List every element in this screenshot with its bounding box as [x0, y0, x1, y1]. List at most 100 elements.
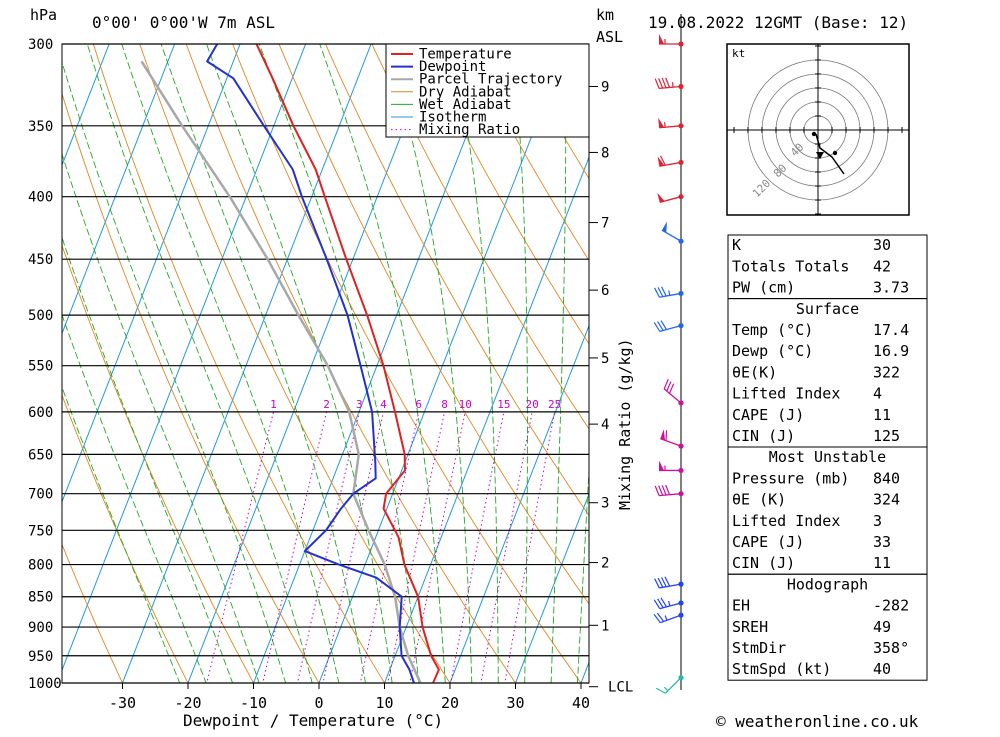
wind-barb-halftick [669, 291, 670, 296]
wind-barb [656, 675, 683, 693]
index-section-title: Most Unstable [769, 448, 886, 466]
index-label: CIN (J) [732, 427, 795, 445]
wind-barb-tick [664, 379, 668, 389]
wind-barb-tick [659, 486, 663, 496]
copyright-label: © weatheronline.co.uk [716, 712, 919, 731]
mixing-ratio-label: 25 [548, 398, 561, 411]
pressure-tick-label: 400 [28, 190, 53, 206]
index-value: 322 [873, 363, 900, 381]
wind-barb [655, 78, 683, 89]
pressure-tick-label: 300 [28, 37, 53, 53]
wind-profile [654, 14, 684, 693]
height-tick-label: 5 [601, 351, 609, 367]
pressure-tick-label: 500 [28, 308, 53, 324]
km-unit-label: km [596, 6, 614, 24]
index-section-title: Hodograph [787, 575, 868, 593]
wind-barb-halftick [669, 601, 670, 606]
wind-barb [655, 287, 684, 298]
parcel-trajectory-line [142, 61, 422, 689]
height-tick-label: 3 [601, 496, 609, 512]
index-value: -282 [873, 597, 909, 615]
height-tick-label: 1 [601, 618, 609, 634]
index-label: Totals Totals [732, 257, 849, 275]
wet-adiabat-line [149, 7, 368, 693]
index-value: 125 [873, 427, 900, 445]
height-tick-label: 9 [601, 79, 609, 95]
wind-barb [660, 429, 683, 449]
wind-barb-tick [662, 78, 666, 88]
index-value: 3.73 [873, 279, 909, 297]
index-label: θE (K) [732, 491, 786, 509]
index-section-title: Surface [796, 300, 859, 318]
isotherm-line [0, 7, 58, 691]
mixing-ratio-label: 3 [356, 398, 363, 411]
wind-barb [657, 193, 683, 203]
index-value: 42 [873, 257, 891, 275]
hodograph-unit-label: kt [732, 47, 745, 60]
height-tick-label: 2 [601, 556, 609, 572]
wind-barb [662, 222, 684, 244]
index-value: 40 [873, 660, 891, 678]
wind-barb [655, 577, 684, 588]
temperature-tick-label: -20 [174, 694, 201, 712]
height-tick-label: 7 [601, 216, 609, 232]
index-label: Pressure (mb) [732, 469, 849, 487]
index-label: CIN (J) [732, 554, 795, 572]
wind-barb [655, 485, 683, 496]
wind-barb-flag [658, 118, 664, 128]
index-value: 17.4 [873, 321, 909, 339]
temperature-tick-label: 0 [314, 694, 323, 712]
index-label: StmSpd (kt) [732, 660, 831, 678]
index-label: PW (cm) [732, 279, 795, 297]
wind-barb-tick [655, 79, 659, 89]
index-label: Lifted Index [732, 512, 840, 530]
wind-barb-tick [655, 486, 659, 496]
index-label: StmDir [732, 639, 786, 657]
wind-barb-flag [659, 34, 664, 44]
wind-barb [658, 156, 684, 166]
wind-barb-halftick [664, 687, 668, 691]
index-value: 324 [873, 491, 900, 509]
index-value: 11 [873, 406, 891, 424]
index-label: K [732, 236, 741, 254]
index-value: 33 [873, 533, 891, 551]
wind-barb [659, 34, 684, 47]
height-tick-label: 6 [601, 283, 609, 299]
wind-barb [654, 613, 684, 623]
pressure-tick-label: 1000 [28, 676, 62, 692]
index-value: 3 [873, 512, 882, 530]
wet-adiabat-line [110, 7, 341, 693]
wind-barb-tick [656, 688, 665, 693]
height-tick-label: 4 [601, 417, 609, 433]
pressure-tick-label: 950 [28, 649, 53, 665]
mixing-ratio-label: 4 [380, 398, 387, 411]
pressure-tick-label: 800 [28, 558, 53, 574]
index-label: Dewp (°C) [732, 342, 813, 360]
wind-barb-tick [662, 485, 666, 495]
dewpoint-line [207, 44, 418, 689]
index-label: SREH [732, 618, 768, 636]
asl-unit-label: ASL [596, 28, 623, 46]
pressure-tick-label: 450 [28, 252, 53, 268]
wind-barb [659, 460, 684, 473]
pressure-tick-label: 700 [28, 487, 53, 503]
dry-adiabat-line [36, 7, 325, 693]
index-value: 16.9 [873, 342, 909, 360]
hodograph-point [833, 151, 837, 155]
hpa-unit-label: hPa [30, 6, 57, 24]
wind-barb-tick [666, 485, 670, 495]
temperature-tick-label: 30 [506, 694, 524, 712]
isotherm-line [0, 7, 189, 691]
mixing-ratio-label: 8 [441, 398, 448, 411]
temperature-tick-label: -30 [109, 694, 136, 712]
temperature-tick-label: 20 [441, 694, 459, 712]
hodograph-point [812, 132, 816, 136]
pressure-tick-label: 750 [28, 523, 53, 539]
pressure-tick-label: 350 [28, 119, 53, 135]
index-value: 840 [873, 469, 900, 487]
mixing-ratio-axis-label: Mixing Ratio (g/kg) [616, 338, 634, 510]
index-label: Lifted Index [732, 385, 840, 403]
